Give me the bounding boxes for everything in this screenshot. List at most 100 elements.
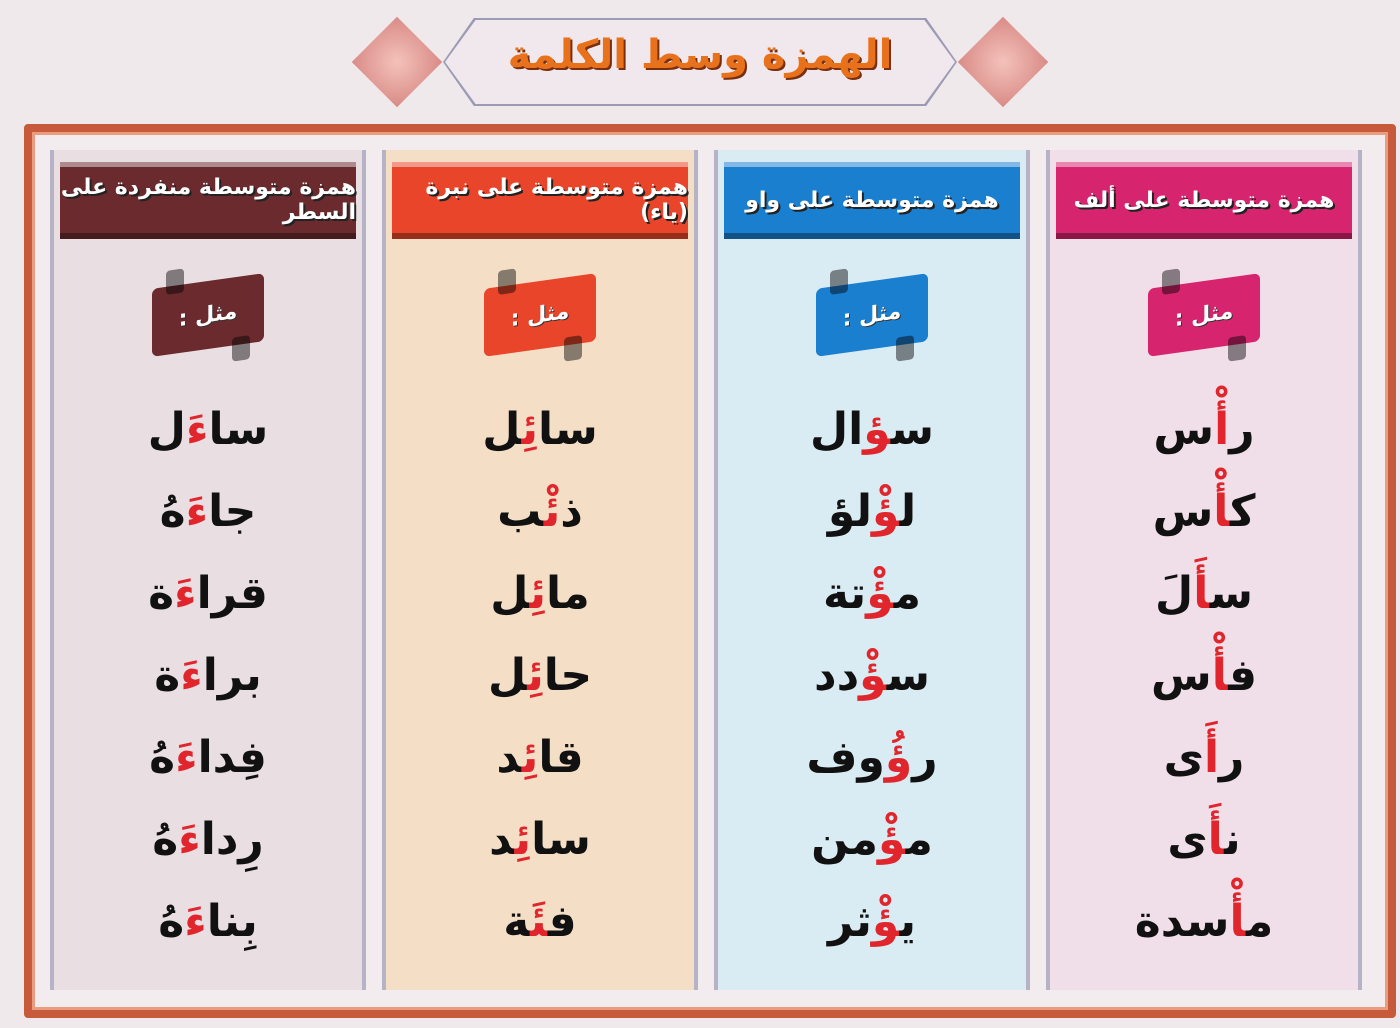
word-segment: حا [543, 650, 593, 701]
example-word: مأْسدة [1135, 881, 1273, 963]
hamza-segment: ؤُ [884, 732, 913, 783]
word-segment: هُ [158, 896, 185, 947]
example-word: ذئْب [497, 471, 583, 553]
word-list: سائِل ذئْب مائِل حائِل قائِد سائِد فئَة [386, 389, 694, 963]
word-segment: س [1152, 486, 1214, 537]
word-segment: ب [497, 486, 544, 537]
word-segment: ي [899, 896, 917, 947]
example-word: قائِد [496, 717, 583, 799]
word-list: ساءَل جاءَهُ قراءَة براءَة فِداءَهُ رِداءَهُ ب… [54, 389, 362, 963]
word-segment: ن [1224, 814, 1241, 865]
example-word: فِداءَهُ [149, 717, 267, 799]
example-word: سؤْدد [814, 635, 930, 717]
example-ribbon: مثل : [1148, 273, 1260, 357]
example-word: سؤال [810, 389, 934, 471]
word-segment: قرا [196, 568, 268, 619]
example-word: براءَة [154, 635, 261, 717]
word-segment: ى [1163, 732, 1204, 783]
hamza-segment: ئَ [529, 896, 548, 947]
word-segment: سا [531, 814, 591, 865]
word-segment: ما [546, 568, 590, 619]
word-segment: دد [813, 650, 860, 701]
column-alif: همزة متوسطة على ألف مثل : رأْس كأْس سأَلَ فأْ… [1046, 150, 1362, 990]
word-segment: ف [1228, 650, 1258, 701]
example-word: بِناءَهُ [158, 881, 258, 963]
title-banner: الهمزة وسط الكلمة [345, 12, 1055, 112]
example-word: رؤُوف [806, 717, 937, 799]
word-segment: قا [538, 732, 584, 783]
hamza-segment: ءَ [184, 896, 207, 947]
example-word: نأَى [1167, 799, 1240, 881]
column-header: همزة متوسطة على نبرة (ياء) [392, 162, 688, 239]
hamza-segment: ئِ [521, 404, 539, 455]
column-header: همزة متوسطة منفردة على السطر [60, 162, 356, 239]
word-segment: س [890, 404, 935, 455]
example-word: سأَلَ [1155, 553, 1253, 635]
hamza-segment: أْ [1229, 896, 1246, 947]
word-segment: ى [1167, 814, 1208, 865]
word-segment: ة [148, 568, 175, 619]
hamza-segment: ئِ [529, 568, 547, 619]
example-word: قراءَة [148, 553, 268, 635]
hamza-segment: ءَ [180, 650, 203, 701]
column-ya: همزة متوسطة على نبرة (ياء) مثل : سائِل ذئْب… [382, 150, 698, 990]
column-line: همزة متوسطة منفردة على السطر مثل : ساءَل جا… [50, 150, 366, 990]
example-word: لؤْلؤ [828, 471, 916, 553]
example-word: مؤْتة [823, 553, 921, 635]
word-segment: د [489, 814, 515, 865]
word-segment: لؤ [827, 486, 872, 537]
word-segment: لَ [1155, 568, 1194, 619]
column-header: همزة متوسطة على ألف [1056, 162, 1352, 239]
word-segment: د [496, 732, 522, 783]
word-segment: س [1153, 404, 1215, 455]
hamza-segment: ؤ [863, 404, 891, 455]
example-ribbon: مثل : [152, 273, 264, 357]
word-segment: س [1150, 650, 1212, 701]
hamza-segment: ءَ [185, 404, 209, 455]
word-segment: سدة [1134, 896, 1230, 947]
example-word: رأَى [1164, 717, 1245, 799]
hamza-segment: أْ [1214, 404, 1230, 455]
word-segment: ر [1229, 404, 1255, 455]
word-segment: م [1245, 896, 1274, 947]
word-segment: جا [208, 486, 257, 537]
word-segment: ل [490, 568, 530, 619]
word-segment: هُ [159, 486, 186, 537]
word-segment: ثر [827, 896, 872, 947]
example-word: يؤْثر [828, 881, 916, 963]
word-segment: م [893, 568, 922, 619]
example-word: فئَة [503, 881, 576, 963]
hamza-segment: أَ [1207, 814, 1225, 865]
title-plate [445, 20, 955, 104]
example-word: رِداءَهُ [152, 799, 263, 881]
example-word: كأْس [1153, 471, 1256, 553]
hamza-segment: أَ [1193, 568, 1210, 619]
word-list: رأْس كأْس سأَلَ فأْس رأَى نأَى مأْسدة [1050, 389, 1358, 963]
example-word: ساءَل [148, 389, 268, 471]
word-segment: ك [1229, 486, 1256, 537]
word-segment: ذ [560, 486, 583, 537]
example-ribbon: مثل : [816, 273, 928, 357]
example-word: رأْس [1153, 389, 1254, 471]
hamza-segment: ئِ [527, 650, 544, 701]
page-title: الهمزة وسط الكلمة [507, 32, 893, 78]
word-segment: س [1209, 568, 1253, 619]
word-segment: وف [806, 732, 885, 783]
word-segment: رِدا [200, 814, 264, 865]
hamza-segment: أْ [1213, 486, 1230, 537]
word-segment: ر [912, 732, 938, 783]
word-segment: ل [899, 486, 917, 537]
word-segment: بِنا [206, 896, 258, 947]
hamza-segment: ئْ [543, 486, 561, 537]
hamza-segment: ؤْ [872, 486, 900, 537]
hamza-segment: ءَ [175, 732, 198, 783]
hamza-segment: ءَ [185, 486, 209, 537]
word-segment: سا [208, 404, 269, 455]
hamza-segment: ئِ [521, 732, 539, 783]
example-word: سائِد [489, 799, 591, 881]
example-word: حائِل [488, 635, 592, 717]
word-segment: برا [202, 650, 262, 701]
word-segment: ل [482, 404, 522, 455]
word-segment: ل [487, 650, 528, 701]
hamza-segment: ؤْ [871, 896, 900, 947]
